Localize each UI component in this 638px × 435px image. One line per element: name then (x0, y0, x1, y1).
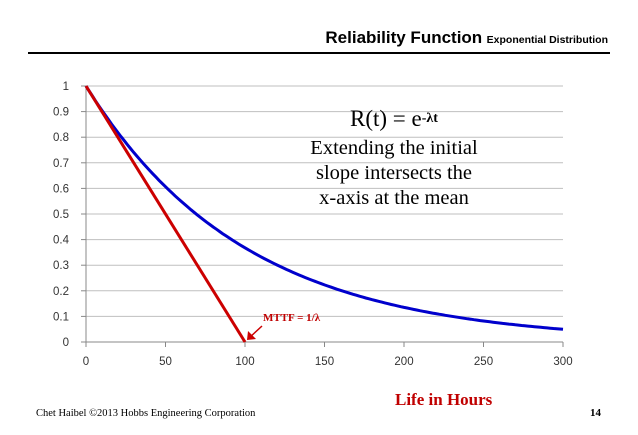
x-tick-label: 0 (83, 356, 89, 368)
slide-subtitle: Exponential Distribution (486, 34, 608, 46)
header-divider (28, 52, 610, 54)
y-tick-label: 0 (63, 337, 69, 349)
slope-note-line-3: x-axis at the mean (319, 187, 469, 209)
x-tick-label: 200 (394, 356, 413, 368)
slide-header: Reliability Function Exponential Distrib… (0, 28, 608, 48)
slope-note: Extending the initial slope intersects t… (274, 136, 514, 211)
formula-label: R(t) = e-λt (350, 106, 438, 132)
y-tick-label: 0.8 (53, 132, 69, 144)
x-tick-label: 300 (553, 356, 572, 368)
x-axis-label: Life in Hours (395, 390, 493, 409)
mttf-arrow-head (247, 331, 256, 340)
slope-note-line-1: Extending the initial (310, 137, 478, 159)
x-tick-label: 50 (159, 356, 172, 368)
y-tick-label: 0.6 (53, 183, 69, 195)
y-tick-label: 0.9 (53, 107, 69, 119)
y-tick-label: 0.7 (53, 158, 69, 170)
x-tick-label: 150 (315, 356, 334, 368)
slope-note-line-2: slope intersects the (316, 162, 472, 184)
x-tick-label: 250 (474, 356, 493, 368)
initial-slope-line (84, 85, 247, 343)
slide-title: Reliability Function (325, 28, 483, 47)
reliability-curve (84, 85, 564, 331)
formula-exponent: -λt (421, 111, 438, 126)
y-tick-label: 1 (63, 81, 69, 93)
y-tick-label: 0.3 (53, 260, 69, 272)
y-tick-label: 0.2 (53, 286, 69, 298)
footer-credit: Chet Haibel ©2013 Hobbs Engineering Corp… (36, 408, 256, 419)
formula-base: R(t) = e (350, 106, 422, 131)
y-tick-label: 0.5 (53, 209, 69, 221)
x-tick-label: 100 (235, 356, 254, 368)
y-tick-label: 0.4 (53, 235, 70, 247)
y-tick-label: 0.1 (53, 311, 69, 323)
page-number: 14 (590, 407, 601, 419)
mttf-label: MTTF = 1/λ (263, 312, 321, 324)
